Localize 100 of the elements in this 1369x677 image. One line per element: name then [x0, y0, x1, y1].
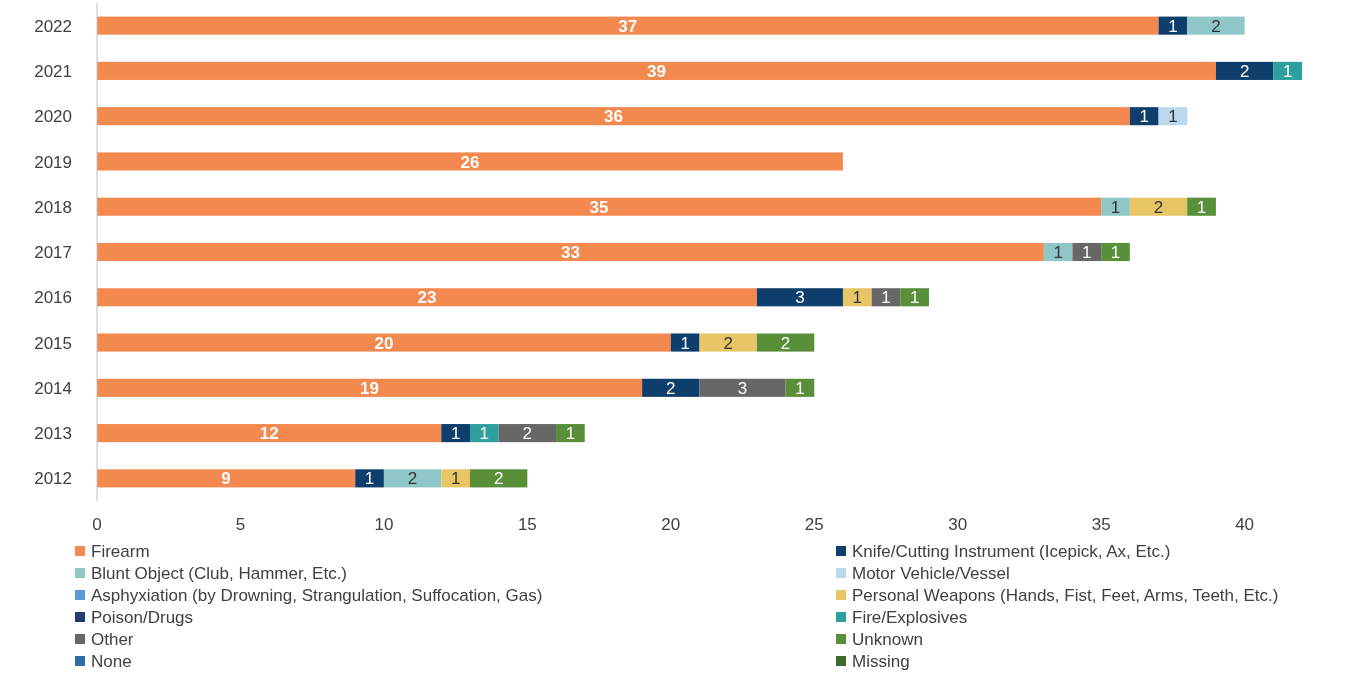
legend-label: Poison/Drugs — [91, 608, 194, 628]
data-label: 1 — [795, 378, 805, 398]
legend-label: Firearm — [91, 542, 150, 562]
y-tick-label: 2016 — [34, 288, 72, 308]
bar — [97, 288, 757, 307]
legend-label: Motor Vehicle/Vessel — [852, 564, 1010, 584]
data-label: 1 — [565, 424, 576, 444]
bar — [97, 197, 1102, 216]
data-label: 1 — [1110, 197, 1121, 217]
y-tick-label: 2017 — [34, 243, 72, 263]
data-label: 1 — [479, 424, 490, 444]
x-tick-label: 5 — [235, 515, 246, 534]
legend-label: Other — [91, 630, 134, 650]
bar — [699, 378, 786, 397]
legend-label: Unknown — [852, 630, 923, 650]
bar — [900, 288, 930, 307]
legend-label: None — [91, 652, 132, 672]
data-label: 12 — [259, 424, 279, 444]
data-label: 37 — [618, 16, 638, 36]
y-tick-label: 2022 — [34, 16, 72, 36]
data-label: 2 — [1153, 197, 1164, 217]
bar — [556, 424, 585, 443]
bar — [1273, 61, 1302, 80]
bar — [469, 424, 499, 443]
x-tick-label: 10 — [374, 515, 394, 534]
x-tick-label: 30 — [948, 515, 968, 534]
bar — [1129, 197, 1188, 216]
data-label: 1 — [909, 288, 920, 308]
y-tick-label: 2014 — [34, 378, 72, 398]
bar — [441, 424, 470, 443]
data-label: 33 — [560, 243, 580, 263]
bar — [97, 152, 843, 171]
x-tick-label: 0 — [92, 515, 102, 534]
legend-label: Personal Weapons (Hands, Fist, Feet, Arms, Teeth, Etc.) — [852, 586, 1279, 606]
legend-label: Missing — [852, 652, 910, 672]
y-tick-label: 2018 — [34, 197, 72, 217]
data-label: 36 — [603, 107, 623, 127]
data-label: 1 — [1168, 107, 1178, 127]
bar — [670, 333, 700, 352]
data-label: 1 — [680, 333, 690, 353]
data-label: 2 — [1239, 62, 1250, 82]
bar — [97, 333, 671, 352]
bar — [642, 378, 700, 397]
legend-label: Asphyxiation (by Drowning, Strangulation, Suffocation, Gas) — [91, 586, 543, 606]
bar — [1072, 242, 1102, 262]
data-label: 2 — [1211, 16, 1221, 36]
bar — [441, 469, 470, 488]
x-tick-label: 20 — [661, 515, 681, 534]
bar — [1101, 242, 1130, 262]
x-tick-label: 15 — [517, 515, 537, 534]
bar — [97, 242, 1044, 262]
data-label: 39 — [647, 62, 666, 82]
data-label: 1 — [1139, 107, 1149, 127]
y-tick-label: 2012 — [34, 469, 72, 489]
data-label: 1 — [881, 288, 891, 308]
data-label: 2 — [780, 333, 791, 353]
bar — [498, 424, 557, 443]
data-label: 2 — [493, 469, 504, 489]
y-tick-label: 2020 — [34, 107, 72, 127]
bar — [842, 288, 872, 307]
data-label: 1 — [1082, 243, 1092, 263]
data-label: 2 — [666, 378, 676, 398]
data-label: 1 — [1282, 62, 1293, 82]
data-label: 2 — [723, 333, 733, 353]
data-label: 2 — [522, 424, 533, 444]
bar — [756, 288, 843, 307]
data-label: 19 — [360, 378, 380, 398]
x-tick-label: 25 — [804, 515, 824, 534]
data-label: 1 — [450, 424, 461, 444]
y-tick-label: 2015 — [34, 333, 72, 353]
bar — [383, 469, 442, 488]
data-label: 1 — [1110, 243, 1121, 263]
data-label: 1 — [1053, 243, 1063, 263]
legend-label: Knife/Cutting Instrument (Icepick, Ax, Etc.) — [852, 542, 1171, 562]
bar — [1187, 16, 1245, 35]
bar — [699, 333, 757, 352]
bar — [355, 469, 384, 488]
bar — [469, 469, 528, 488]
x-tick-label: 35 — [1091, 515, 1111, 534]
bar — [756, 333, 815, 352]
data-label: 1 — [450, 469, 461, 489]
data-label: 3 — [795, 288, 805, 308]
data-label: 1 — [364, 469, 375, 489]
data-label: 1 — [852, 288, 863, 308]
bar — [97, 107, 1130, 126]
bar — [1215, 61, 1274, 80]
bar — [1101, 197, 1130, 216]
bar — [97, 378, 643, 397]
data-label: 3 — [737, 378, 748, 398]
data-label: 9 — [221, 469, 231, 489]
data-label: 35 — [589, 197, 609, 217]
bar — [97, 469, 356, 488]
legend-label: Blunt Object (Club, Hammer, Etc.) — [91, 564, 348, 584]
data-label: 23 — [417, 288, 437, 308]
data-label: 1 — [1168, 16, 1178, 36]
legend-label: Fire/Explosives — [852, 608, 968, 628]
bar — [97, 424, 442, 443]
data-label: 20 — [374, 333, 394, 353]
y-tick-label: 2013 — [34, 424, 72, 444]
data-label: 1 — [1196, 197, 1207, 217]
